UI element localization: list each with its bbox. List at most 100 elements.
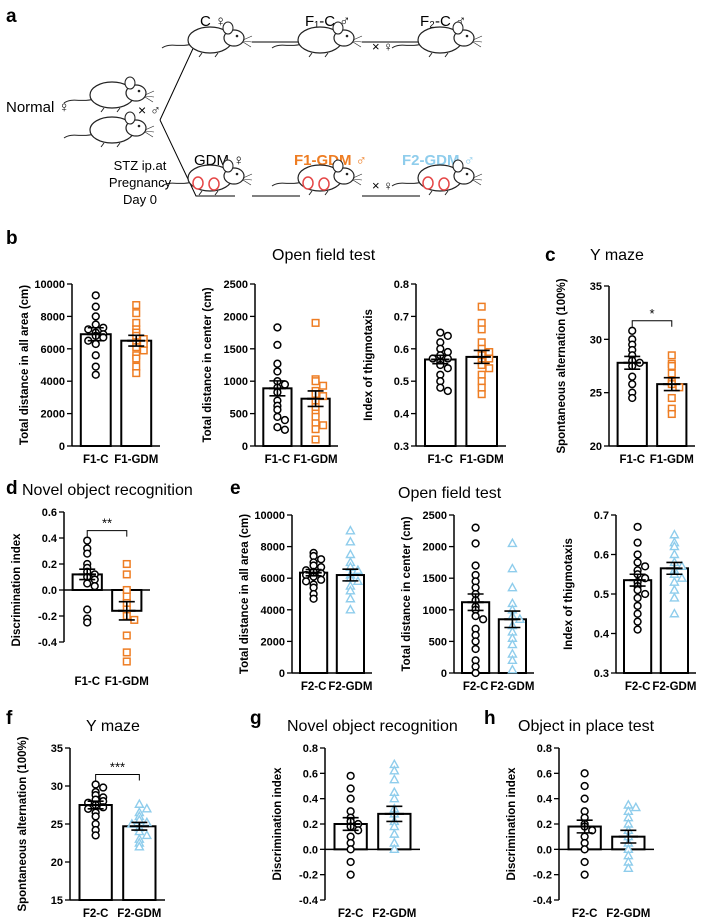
data-point (667, 369, 676, 378)
data-point (346, 784, 355, 793)
series-f2-gdm (659, 529, 690, 675)
series-f1-gdm (300, 318, 331, 447)
data-point (389, 843, 400, 854)
y-axis-label: Spontaneous alternation (100%) (17, 736, 29, 911)
chart-c-y-maze: 20 25 30 35 Spontaneous alternation (100%) F1… (556, 278, 695, 466)
data-point (346, 857, 355, 867)
y-tick-label: 2000 (423, 542, 447, 554)
y-tick-label: 2500 (423, 510, 447, 522)
y-axis-label: Discrimination index (272, 767, 284, 881)
data-point (132, 362, 141, 371)
data-point (669, 592, 680, 602)
y-tick-label: 0.6 (42, 507, 57, 519)
x-category-label: F2-GDM (372, 908, 416, 920)
data-point (507, 638, 518, 649)
series-f1-gdm (120, 301, 153, 447)
y-tick-label: 0.4 (537, 794, 553, 806)
y-tick-label: 4000 (41, 376, 65, 388)
data-point (507, 582, 518, 592)
series-f2-gdm (335, 525, 366, 674)
data-point (471, 561, 480, 570)
y-tick-label: 0.4 (42, 533, 58, 545)
data-point (507, 537, 518, 548)
data-point (633, 558, 642, 567)
y-tick-label: 0.5 (394, 376, 409, 388)
x-category-label: F1-C (83, 454, 109, 466)
panel-label-c: c (545, 245, 556, 266)
data-point (132, 301, 141, 310)
data-point (580, 794, 589, 803)
series-f1-gdm (656, 351, 688, 447)
breeding-scheme: a Normal ♀ × ♂ C ♀ F₁-C ♂ × ♀ F₂-C ♂ GDM… (6, 6, 720, 207)
y-tick-label: 0.2 (303, 819, 318, 831)
chart-h-object-in-place: -0.4 -0.2 0.0 0.2 0.4 0.6 0.8 Discrimination in… (506, 743, 654, 920)
y-tick-label: 0.8 (394, 279, 409, 291)
data-point (580, 845, 589, 854)
y-axis-label: Total distance in center (cm) (401, 516, 413, 671)
x-category-label: F2-C (338, 908, 364, 920)
data-point (280, 380, 290, 389)
data-point (91, 812, 100, 821)
cross-female-label: × ♀ (372, 39, 393, 54)
data-point (676, 572, 688, 582)
data-point (345, 548, 356, 559)
series-f2-gdm (122, 798, 157, 901)
y-tick-label: 6000 (261, 573, 285, 585)
data-point (580, 781, 589, 791)
y-tick-label: 1000 (423, 605, 447, 617)
data-point (91, 312, 100, 321)
data-point (389, 774, 400, 784)
data-point (633, 625, 642, 634)
y-tick-label: 35 (51, 743, 63, 755)
data-point (91, 780, 100, 789)
data-point (141, 803, 153, 813)
y-tick-label: 0.8 (303, 743, 318, 755)
series-f2-c (333, 771, 368, 879)
data-point (628, 326, 637, 335)
chart-g-novel-object: -0.4 -0.2 0.0 0.2 0.4 0.6 0.8 Discrimination in… (272, 743, 420, 920)
data-point (471, 668, 480, 678)
series-f1-c (71, 536, 103, 627)
data-point (477, 383, 486, 392)
series-f2-c (623, 522, 653, 674)
data-point (471, 611, 480, 621)
x-category-label: F2-GDM (117, 908, 161, 920)
data-point (134, 798, 145, 808)
data-point (471, 637, 480, 646)
x-category-label: F2-C (572, 908, 598, 920)
y-tick-label: 1500 (423, 573, 447, 585)
data-point (478, 615, 488, 624)
data-point (436, 328, 445, 337)
data-point (122, 657, 131, 666)
data-point (345, 525, 356, 535)
data-point (477, 302, 486, 311)
y-axis-label: Total distance in all area (cm) (239, 514, 251, 674)
data-point (630, 801, 642, 812)
data-point (633, 601, 642, 610)
data-point (443, 331, 452, 340)
y-tick-label: 0.4 (303, 794, 319, 806)
y-tick-label: 0.0 (303, 844, 318, 856)
x-category-label: F1-GDM (460, 454, 504, 466)
stz-note-line: Pregnancy (109, 175, 172, 190)
data-point (580, 857, 589, 867)
y-axis-label: Total distance in all area (cm) (19, 285, 31, 445)
y-tick-label: 0.8 (537, 743, 552, 755)
data-point (667, 351, 676, 360)
data-point (633, 593, 642, 603)
y-tick-label: -0.4 (533, 895, 553, 907)
x-category-label: F2-C (625, 681, 651, 693)
y-tick-label: -0.2 (533, 870, 552, 882)
y-tick-label: 2000 (261, 636, 285, 648)
y-tick-label: -0.2 (38, 611, 57, 623)
x-category-label: F1-GDM (114, 454, 158, 466)
x-category-label: F1-GDM (294, 454, 338, 466)
data-point (141, 829, 153, 840)
y-tick-label: 0.6 (594, 550, 609, 562)
bar (79, 333, 112, 447)
data-point (311, 435, 320, 444)
data-point (273, 412, 282, 421)
chart-b-thigmotaxis: 0.3 0.4 0.5 0.6 0.7 0.8 Index of thigmotaxis F1… (363, 279, 506, 466)
panel-label-a: a (6, 6, 17, 27)
